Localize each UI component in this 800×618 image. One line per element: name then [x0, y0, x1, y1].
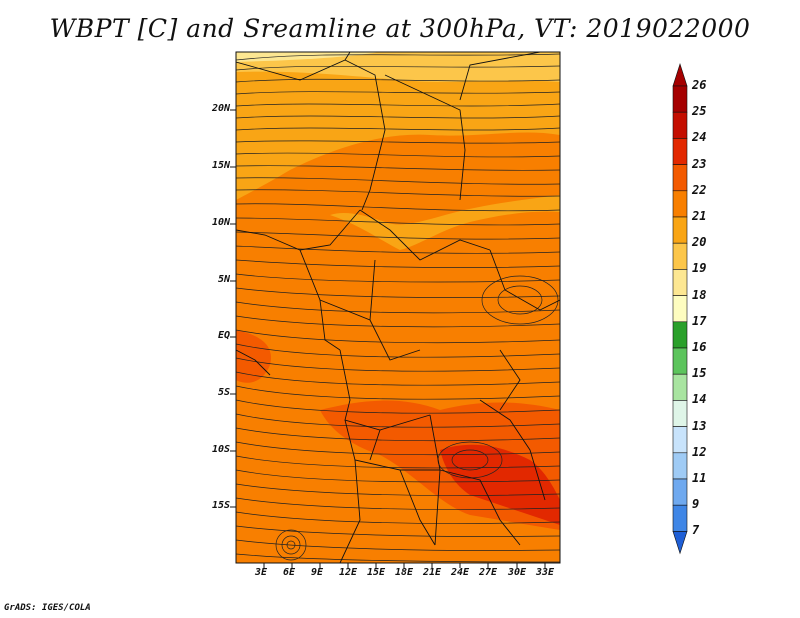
lat-label-10s: 10S [211, 444, 230, 455]
colorbar-bottom-arrow [672, 531, 688, 555]
colorbar-label: 22 [692, 182, 707, 197]
credit-text: GrADS: IGES/COLA [4, 603, 91, 613]
lat-label-eq: EQ [217, 330, 230, 341]
colorbar-segment [672, 138, 688, 165]
plot-frame [235, 51, 561, 564]
lon-label-18e: 18E [395, 567, 414, 578]
colorbar-segment [672, 478, 688, 506]
colorbar-segment [672, 164, 688, 192]
colorbar-label: 16 [692, 340, 707, 354]
colorbar-segment [672, 111, 688, 139]
lon-label-30e: 30E [508, 567, 527, 578]
colorbar-segment [672, 295, 688, 323]
lon-label-24e: 24E [451, 567, 470, 578]
colorbar-label: 12 [692, 444, 707, 459]
colorbar-label: 15 [692, 366, 707, 381]
colorbar-label: 25 [692, 104, 707, 119]
country-borders [236, 52, 560, 563]
colorbar-label: 19 [692, 261, 707, 276]
colorbar-label: 26 [692, 78, 707, 92]
lon-label-3e: 3E [255, 567, 268, 578]
colorbar-segment [672, 190, 688, 218]
colorbar-label: 20 [692, 235, 707, 250]
lon-label-9e: 9E [311, 567, 324, 578]
colorbar-segment [672, 269, 688, 296]
colorbar-segment [672, 216, 688, 244]
colorbar-segment [672, 321, 688, 349]
lon-label-12e: 12E [339, 567, 358, 578]
axis-ticks [230, 109, 546, 568]
lat-label-5n: 5N [217, 274, 230, 285]
wbpt-shading [236, 52, 560, 563]
lat-label-15n: 15N [211, 160, 230, 171]
colorbar [672, 63, 688, 555]
colorbar-top-arrow [672, 63, 688, 87]
streamlines [236, 53, 560, 563]
colorbar-segment [672, 426, 688, 454]
colorbar-label: 23 [692, 156, 707, 171]
colorbar-segment [672, 504, 688, 532]
map-title: WBPT [C] and Sreamline at 300hPa, VT: 20… [49, 14, 751, 43]
lat-label-20n: 20N [211, 103, 230, 114]
colorbar-segment [672, 373, 688, 401]
colorbar-label: 13 [692, 418, 707, 433]
colorbar-label: 17 [692, 313, 707, 328]
lon-label-33e: 33E [536, 567, 555, 578]
lat-label-15s: 15S [211, 500, 230, 511]
colorbar-segment [672, 85, 688, 113]
lat-label-5s: 5S [217, 387, 230, 398]
lon-label-21e: 21E [423, 567, 442, 578]
colorbar-label: 9 [692, 497, 700, 512]
colorbar-segment [672, 242, 688, 270]
lon-label-15e: 15E [367, 567, 386, 578]
colorbar-label: 21 [692, 209, 707, 223]
lat-label-10n: 10N [211, 217, 230, 228]
colorbar-label: 14 [692, 392, 707, 407]
colorbar-label: 24 [692, 130, 707, 145]
lon-label-27e: 27E [479, 567, 498, 578]
colorbar-label: 18 [692, 287, 707, 302]
colorbar-label: 11 [692, 471, 707, 485]
colorbar-segment [672, 400, 688, 427]
colorbar-segment [672, 452, 688, 480]
colorbar-label: 7 [692, 523, 700, 538]
colorbar-segment [672, 347, 688, 375]
lon-label-6e: 6E [283, 567, 296, 578]
